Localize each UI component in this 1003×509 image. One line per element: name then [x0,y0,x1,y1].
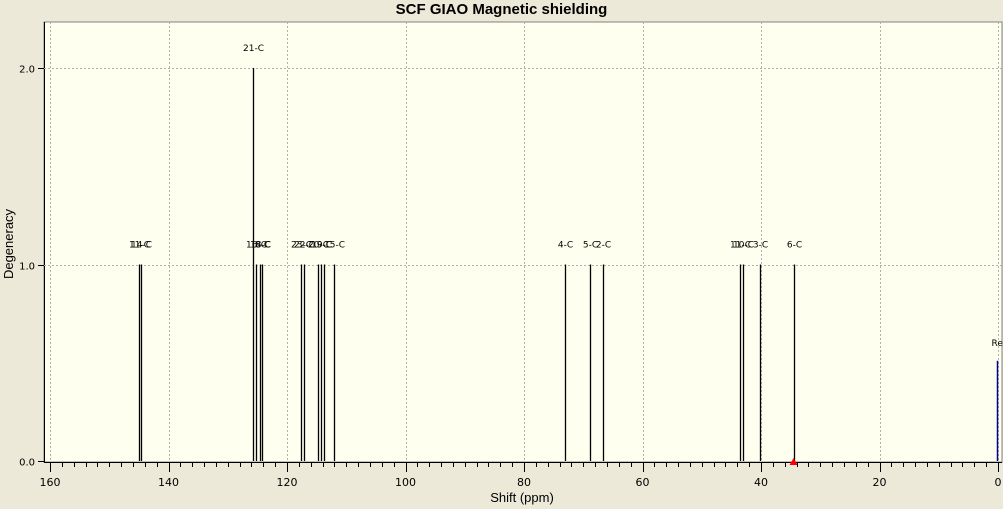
peak-label: 2-C [596,241,611,251]
grid-lines [44,22,1002,462]
peak-label: 22-C [294,241,315,251]
peak-bars [138,68,999,465]
x-tick-label: 140 [158,476,179,489]
y-tick-label: 0.0 [19,458,35,469]
x-tick-label: 100 [395,476,416,489]
peak-label: 14-C [131,241,152,251]
peak-label: 10-C [733,241,754,251]
peak-label: 9-C [317,241,332,251]
x-tick-label: 60 [636,476,650,489]
peak-labels: 11-C14-C21-C16-C18-C8-C 23-C22-C20-C19-C9… [129,44,1003,349]
y-tick-label: 1.0 [19,262,35,273]
x-tick-label: 20 [873,476,887,489]
peak-label: 18-C [250,241,271,251]
x-tick-label: 0 [995,476,1002,489]
peak-label: 20-C [308,241,329,251]
peak-label: 11-C [129,241,150,251]
peak-label: 3-C [753,241,768,251]
peak-label: 6-C [787,241,802,251]
peak-label: 16-C [246,241,267,251]
x-tick-label: 80 [517,476,531,489]
peak-label: 5-C [583,241,598,251]
x-tick-label: 120 [277,476,298,489]
peak-label: 11-C [730,241,751,251]
x-tick-label: 160 [40,476,61,489]
plot-area[interactable] [43,21,1003,463]
peak-label: 19-C [311,241,332,251]
peak-label: 15-C [324,241,345,251]
y-axis-label: Degeneracy [1,208,16,279]
x-ticks: 160 140 120 100 80 60 40 20 0 [40,463,1002,489]
x-tick-label: 40 [754,476,768,489]
x-axis-label: Shift (ppm) [490,490,554,505]
reference-label: Re [992,339,1003,349]
peak-label: 21-C [243,44,264,54]
peak-label: 8-C [255,241,270,251]
peak-label: 23-C [291,241,312,251]
y-tick-label: 2.0 [19,65,35,76]
chart-title: SCF GIAO Magnetic shielding [395,1,608,18]
peak-label: 4-C [558,241,573,251]
y-ticks: 0.0 1.0 2.0 [19,65,44,469]
selection-marker[interactable] [789,458,798,465]
